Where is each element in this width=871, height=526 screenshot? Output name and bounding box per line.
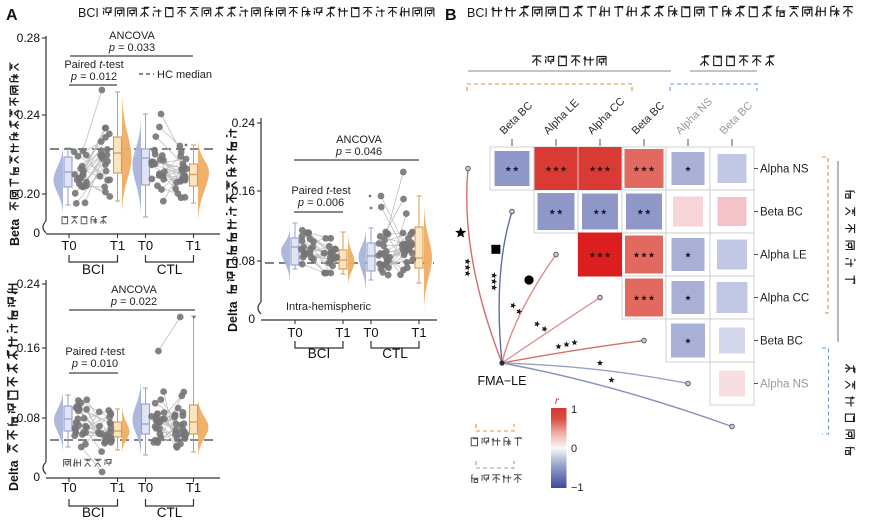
svg-text:0.24: 0.24: [232, 116, 256, 130]
svg-text:CTL: CTL: [157, 262, 183, 277]
svg-text:0.16: 0.16: [232, 184, 256, 198]
svg-text:T1: T1: [186, 480, 201, 495]
svg-text:T0: T0: [138, 238, 153, 253]
svg-text:p = 0.022: p = 0.022: [110, 296, 157, 308]
svg-text:0: 0: [33, 226, 40, 240]
svg-text:T1: T1: [186, 238, 201, 253]
svg-text:Alpha NS: Alpha NS: [674, 96, 715, 137]
svg-text:Alpha CC: Alpha CC: [760, 293, 809, 305]
svg-text:T1: T1: [335, 325, 350, 340]
svg-text:Alpha LE: Alpha LE: [542, 97, 582, 137]
svg-text:0.16: 0.16: [17, 341, 41, 355]
svg-text:BCI: BCI: [308, 346, 331, 361]
svg-text:Delta: Delta: [226, 300, 240, 332]
svg-text:p = 0.006: p = 0.006: [297, 197, 344, 209]
svg-text:CTL: CTL: [382, 346, 408, 361]
svg-text:T0: T0: [138, 480, 153, 495]
svg-text:T1: T1: [411, 325, 426, 340]
svg-text:Beta BC: Beta BC: [498, 100, 535, 137]
svg-text:Delta: Delta: [7, 459, 21, 491]
svg-text:0.24: 0.24: [17, 108, 41, 122]
svg-text:p = 0.046: p = 0.046: [335, 146, 382, 158]
svg-text:BCI: BCI: [467, 6, 488, 20]
svg-text:r: r: [555, 395, 560, 407]
svg-text:CTL: CTL: [157, 505, 183, 520]
svg-text:ANCOVA: ANCOVA: [109, 30, 155, 42]
svg-text:Alpha NS: Alpha NS: [760, 164, 809, 176]
svg-text:0.24: 0.24: [17, 277, 41, 291]
svg-text:Beta BC: Beta BC: [718, 100, 755, 137]
svg-text:T0: T0: [287, 325, 302, 340]
svg-text:T0: T0: [363, 325, 378, 340]
svg-text:BCI: BCI: [82, 505, 105, 520]
svg-text:Beta: Beta: [8, 218, 22, 246]
svg-text:p = 0.033: p = 0.033: [108, 42, 155, 54]
svg-text:BCI: BCI: [78, 6, 99, 20]
svg-text:A: A: [6, 7, 18, 24]
svg-text:0: 0: [33, 470, 40, 484]
svg-text:0.28: 0.28: [17, 31, 41, 45]
svg-text:0.20: 0.20: [17, 187, 41, 201]
svg-text:Beta BC: Beta BC: [760, 336, 803, 348]
svg-text:T0: T0: [61, 480, 76, 495]
svg-text:Alpha CC: Alpha CC: [586, 95, 628, 137]
svg-text:T0: T0: [61, 238, 76, 253]
svg-text:T1: T1: [110, 238, 125, 253]
svg-text:T1: T1: [110, 480, 125, 495]
svg-text:Alpha LE: Alpha LE: [760, 250, 807, 262]
svg-text:0: 0: [571, 443, 577, 455]
svg-text:Paired t-test: Paired t-test: [65, 346, 124, 358]
svg-text:0.08: 0.08: [232, 254, 256, 268]
svg-text:−1: −1: [571, 482, 584, 494]
svg-text:1: 1: [571, 404, 577, 416]
svg-text:Intra-hemispheric: Intra-hemispheric: [286, 301, 371, 313]
svg-text:ANCOVA: ANCOVA: [336, 134, 382, 146]
svg-text:Beta BC: Beta BC: [630, 100, 667, 137]
svg-text:FMA−LE: FMA−LE: [478, 374, 527, 388]
svg-text:B: B: [445, 7, 457, 24]
svg-text:Paired t-test: Paired t-test: [64, 59, 123, 71]
svg-text:0.08: 0.08: [17, 411, 41, 425]
svg-text:0: 0: [248, 312, 255, 326]
svg-text:Beta BC: Beta BC: [760, 207, 803, 219]
svg-text:p = 0.012: p = 0.012: [70, 71, 117, 83]
svg-text:Alpha NS: Alpha NS: [760, 379, 809, 391]
svg-text:p = 0.010: p = 0.010: [71, 358, 118, 370]
svg-text:ANCOVA: ANCOVA: [111, 284, 157, 296]
svg-text:BCI: BCI: [82, 262, 105, 277]
svg-text:HC median: HC median: [157, 69, 212, 81]
svg-text:Paired t-test: Paired t-test: [291, 185, 350, 197]
